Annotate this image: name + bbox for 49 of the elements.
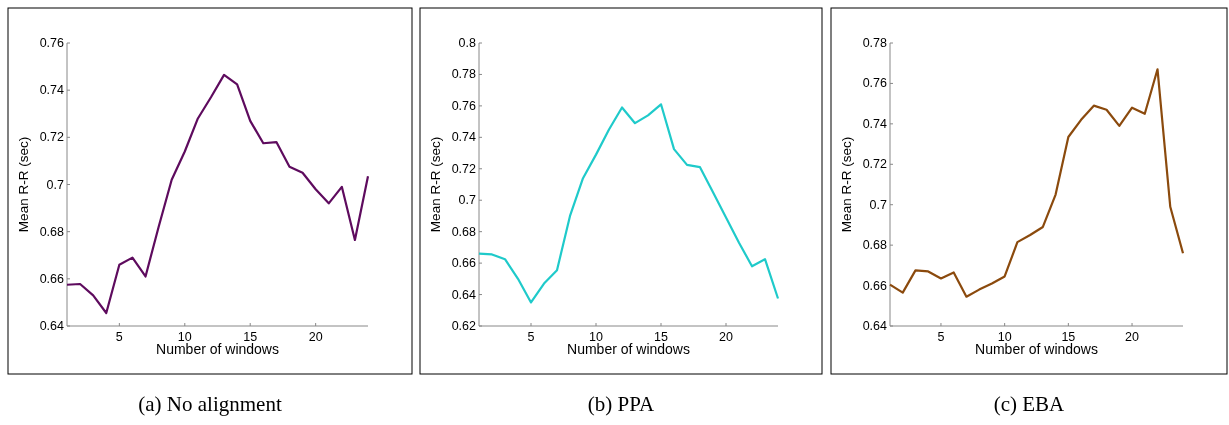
x-tick-label: 15 <box>243 330 258 344</box>
x-tick-label: 20 <box>719 330 733 344</box>
y-tick-label: 0.74 <box>39 83 65 98</box>
x-axis-title: Number of windows <box>156 341 279 357</box>
y-tick-label: 0.76 <box>862 76 888 91</box>
y-axis-title: Mean R-R (sec) <box>16 136 31 233</box>
y-tick-label: 0.66 <box>39 271 65 286</box>
x-tick-label: 10 <box>997 330 1012 344</box>
x-tick-label: 5 <box>937 330 945 344</box>
y-tick-label: 0.68 <box>451 224 477 239</box>
y-tick-label: 0.76 <box>451 98 477 113</box>
x-tick-label: 15 <box>1061 330 1076 344</box>
text: (b) PPA <box>587 392 655 416</box>
x-tick-label: 20 <box>308 330 323 344</box>
x-axis-title: Number of windows <box>975 341 1098 357</box>
y-tick-label: 0.62 <box>451 319 477 333</box>
line-series <box>477 103 780 304</box>
y-tick-label: 0.68 <box>862 238 888 253</box>
y-tick-label: 0.72 <box>862 157 888 172</box>
y-tick-label: 0.72 <box>451 161 477 176</box>
y-tick-label: 0.64 <box>451 287 477 302</box>
line-series <box>65 73 370 315</box>
y-tick-label: 0.7 <box>869 197 888 212</box>
y-tick-label: 0.72 <box>39 130 65 145</box>
x-tick-label: 10 <box>177 330 192 344</box>
y-tick-label: 0.78 <box>862 36 888 50</box>
y-tick-label: 0.64 <box>39 319 65 333</box>
y-tick-label: 0.78 <box>451 67 477 82</box>
x-axis-title: Number of windows <box>567 341 690 357</box>
y-tick-label: 0.64 <box>862 319 888 333</box>
y-tick-label: 0.8 <box>458 36 477 50</box>
x-tick-label: 10 <box>589 330 603 344</box>
y-tick-label: 0.66 <box>862 278 888 293</box>
y-tick-label: 0.7 <box>458 193 477 208</box>
text: (c) EBA <box>993 392 1066 416</box>
y-tick-label: 0.68 <box>39 224 65 239</box>
y-axis-title: Mean R-R (sec) <box>428 136 443 233</box>
x-tick-label: 20 <box>1125 330 1140 344</box>
text: (a) No alignment <box>138 392 282 416</box>
y-tick-label: 0.7 <box>46 177 65 192</box>
y-tick-label: 0.74 <box>862 116 888 131</box>
y-tick-label: 0.66 <box>451 256 477 271</box>
y-axis-title: Mean R-R (sec) <box>839 136 854 233</box>
y-tick-label: 0.76 <box>39 36 65 50</box>
line-series <box>888 68 1185 298</box>
x-tick-label: 5 <box>115 330 123 344</box>
y-tick-label: 0.74 <box>451 130 477 145</box>
x-tick-label: 15 <box>654 330 668 344</box>
x-tick-label: 5 <box>527 330 535 344</box>
